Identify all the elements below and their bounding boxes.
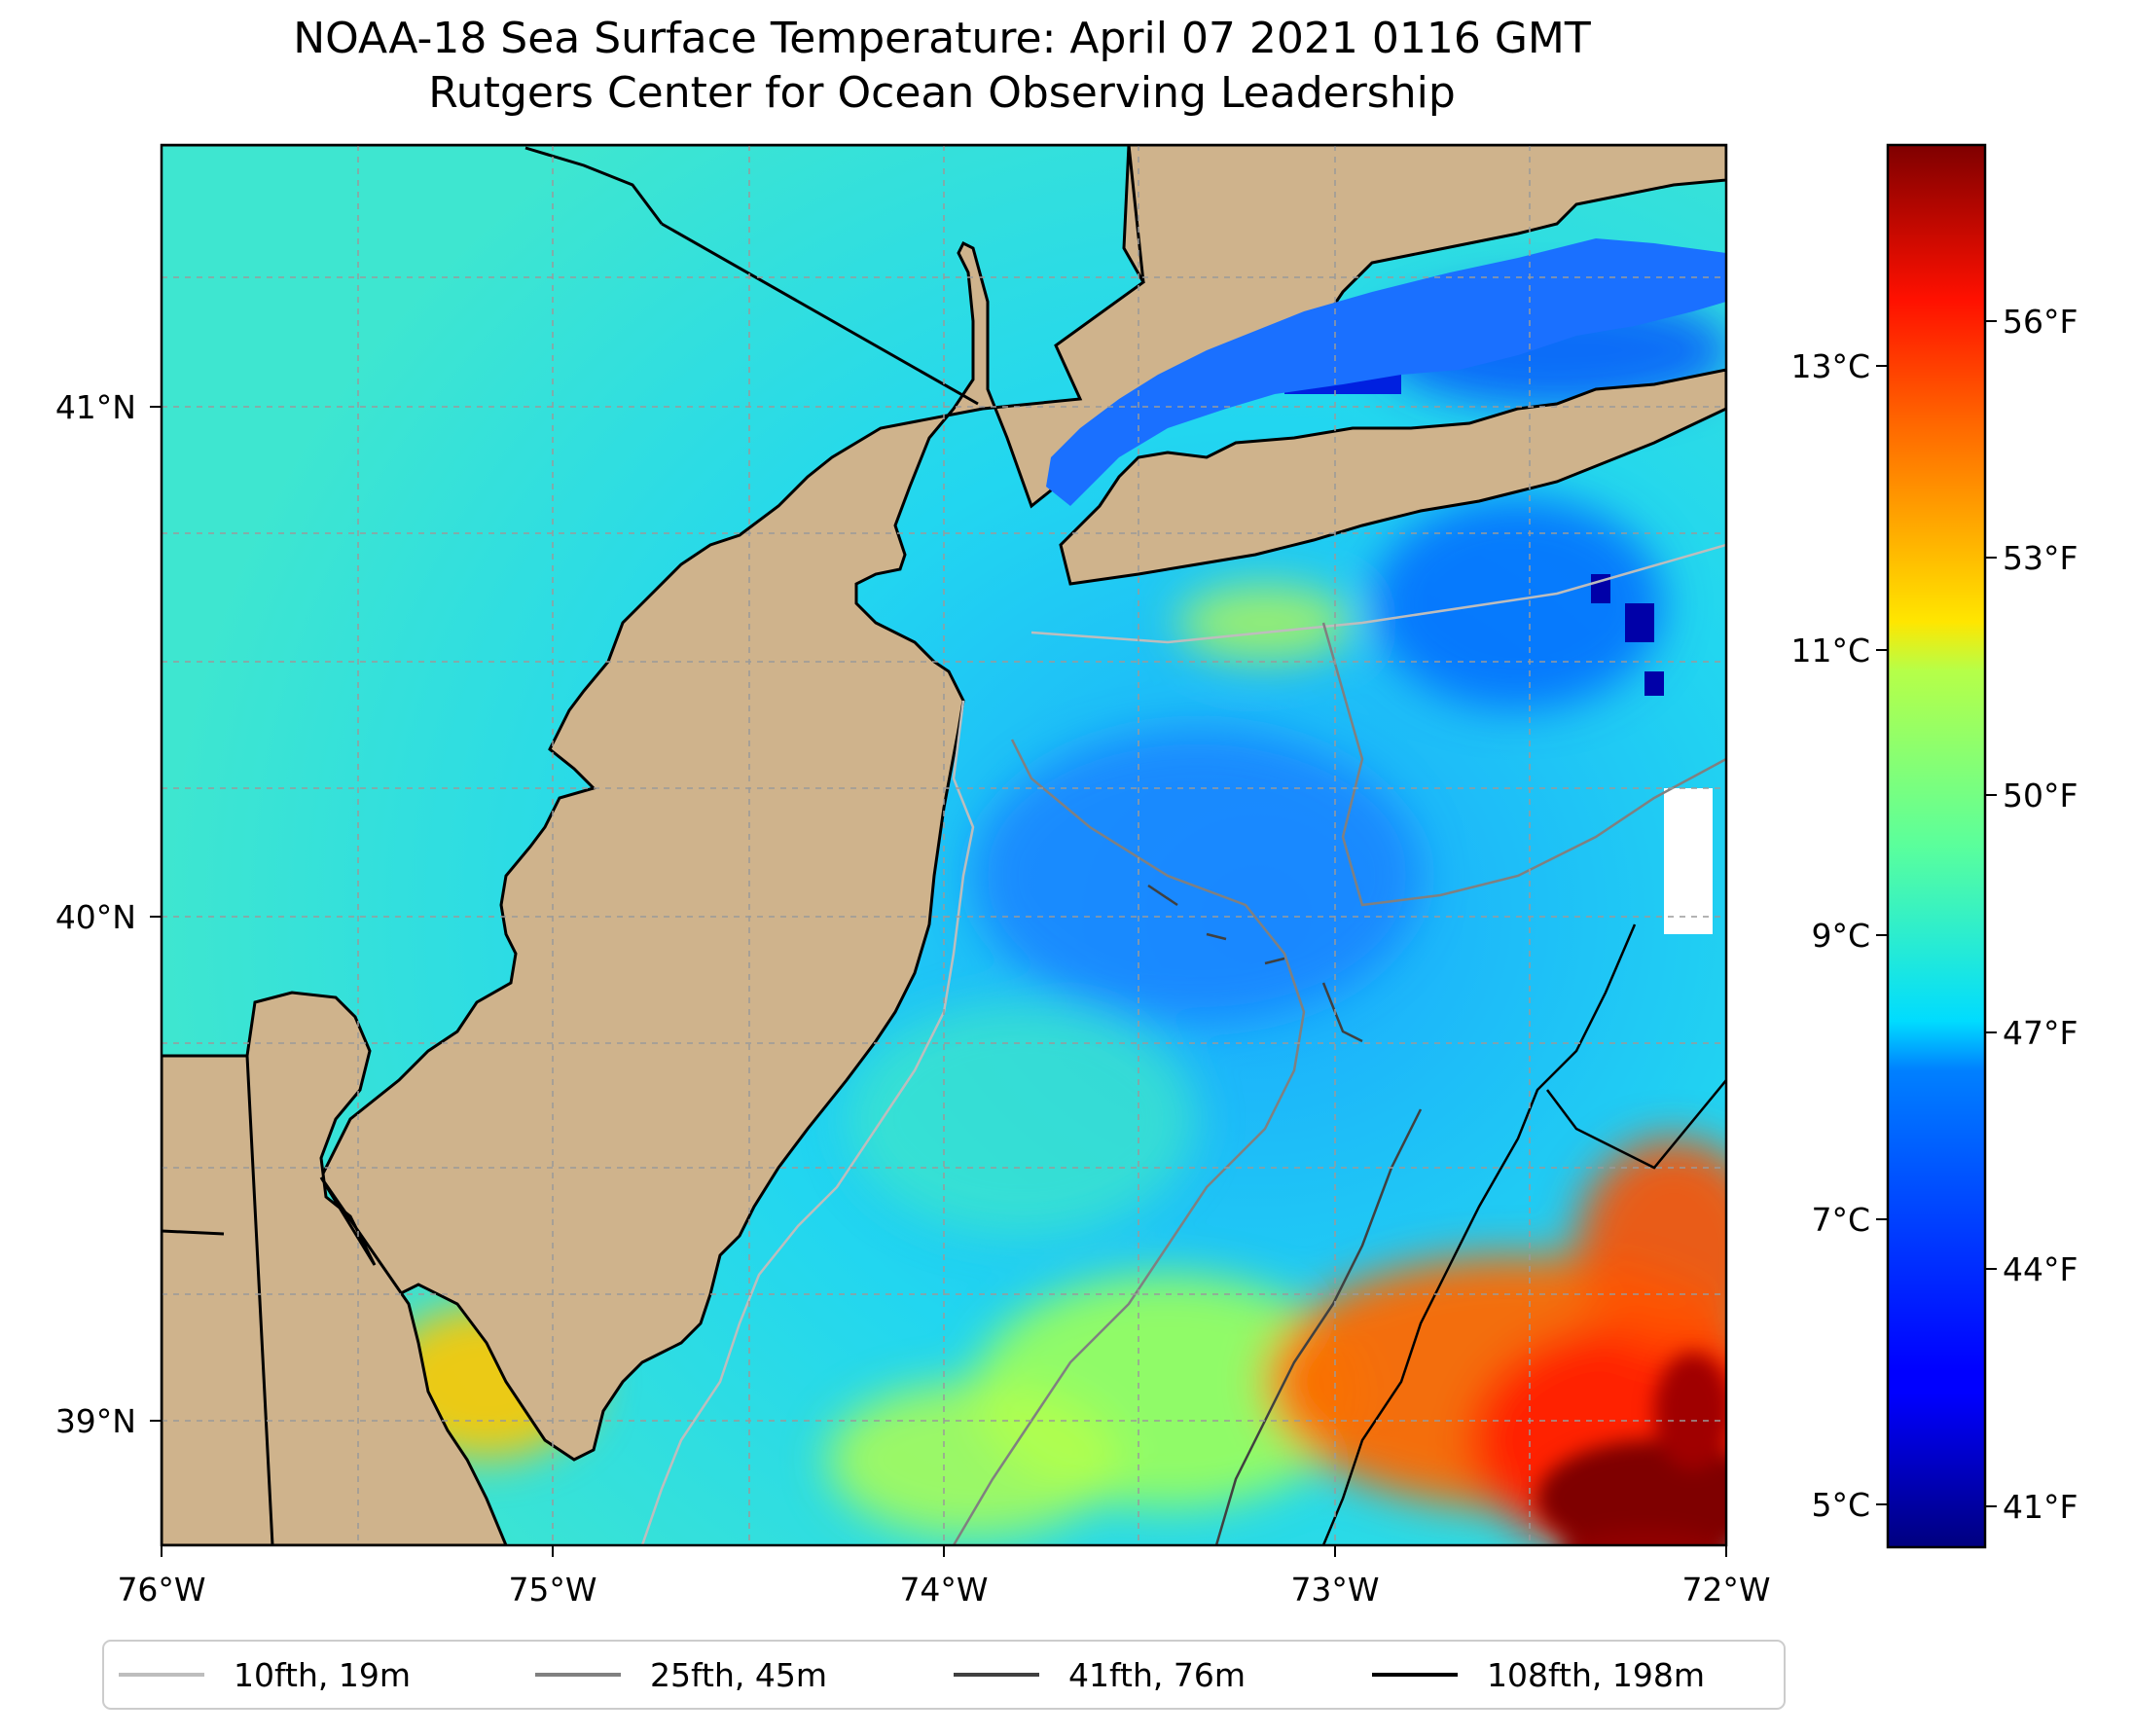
colorbar-celsius-labels: 13°C 11°C 9°C 7°C 5°C — [1790, 347, 1870, 1524]
lon-label-73w: 73°W — [1290, 1571, 1379, 1609]
lat-label-39n: 39°N — [55, 1402, 136, 1440]
lat-tick-labels: 41°N 40°N 39°N — [55, 388, 136, 1440]
colorbar-gradient — [1886, 143, 1987, 1549]
legend-box — [102, 1640, 1786, 1710]
legend-item: 25fth, 45m — [535, 1656, 827, 1694]
map-area — [162, 145, 1726, 1545]
cloud-gap — [1664, 788, 1713, 934]
cbar-f-label-53: 53°F — [2003, 539, 2078, 577]
land-long-island — [1059, 368, 1726, 586]
colorbar-ticks — [1876, 320, 1997, 1507]
bathymetry-contours — [640, 543, 1726, 1545]
legend-item: 10fth, 19m — [119, 1656, 411, 1694]
cbar-c-label-9: 9°C — [1811, 917, 1870, 955]
colorbar-fahrenheit-labels: 56°F 53°F 50°F 47°F 44°F 41°F — [2003, 303, 2078, 1526]
legend-item: 41fth, 76m — [954, 1656, 1246, 1694]
colorbar: 13°C 11°C 9°C 7°C 5°C 56°F 53°F 50°F 47°… — [1790, 143, 2078, 1549]
cbar-c-label-5: 5°C — [1811, 1486, 1870, 1524]
contour-19m — [640, 543, 1726, 1545]
legend-item: 108fth, 198m — [1372, 1656, 1705, 1694]
legend: 10fth, 19m 25fth, 45m 41fth, 76m 108fth,… — [102, 1640, 1786, 1710]
contour-45m — [952, 622, 1726, 1545]
axis-ticks — [150, 406, 1727, 1557]
lon-label-72w: 72°W — [1681, 1571, 1770, 1609]
legend-label-198m: 108fth, 198m — [1487, 1656, 1705, 1694]
map-grid — [162, 145, 1726, 1545]
lat-label-40n: 40°N — [55, 898, 136, 936]
legend-label-76m: 41fth, 76m — [1068, 1656, 1246, 1694]
cbar-f-label-50: 50°F — [2003, 777, 2078, 814]
sst-anomalies — [379, 292, 1726, 1545]
contour-76m — [1147, 884, 1423, 1545]
lon-tick-labels: 76°W 75°W 74°W 73°W 72°W — [117, 1571, 1770, 1609]
title-line-1: NOAA-18 Sea Surface Temperature: April 0… — [293, 14, 1591, 63]
land-delmarva — [162, 991, 508, 1545]
cbar-f-label-44: 44°F — [2003, 1250, 2078, 1288]
lon-label-75w: 75°W — [508, 1571, 596, 1609]
lon-label-74w: 74°W — [899, 1571, 988, 1609]
cbar-f-label-56: 56°F — [2003, 303, 2078, 341]
cbar-f-label-41: 41°F — [2003, 1488, 2078, 1526]
contour-198m — [1321, 923, 1726, 1545]
legend-label-19m: 10fth, 19m — [234, 1656, 411, 1694]
cbar-f-label-47: 47°F — [2003, 1014, 2078, 1052]
legend-label-45m: 25fth, 45m — [650, 1656, 827, 1694]
lon-label-76w: 76°W — [117, 1571, 205, 1609]
title-line-2: Rutgers Center for Ocean Observing Leade… — [428, 68, 1456, 118]
lat-label-41n: 41°N — [55, 388, 136, 426]
long-island-sound — [1046, 238, 1726, 506]
sst-warm-core — [1537, 1353, 1726, 1545]
state-boundaries — [162, 145, 1145, 1545]
cbar-c-label-13: 13°C — [1790, 347, 1870, 385]
cbar-c-label-7: 7°C — [1811, 1201, 1870, 1239]
cbar-c-label-11: 11°C — [1790, 632, 1870, 669]
